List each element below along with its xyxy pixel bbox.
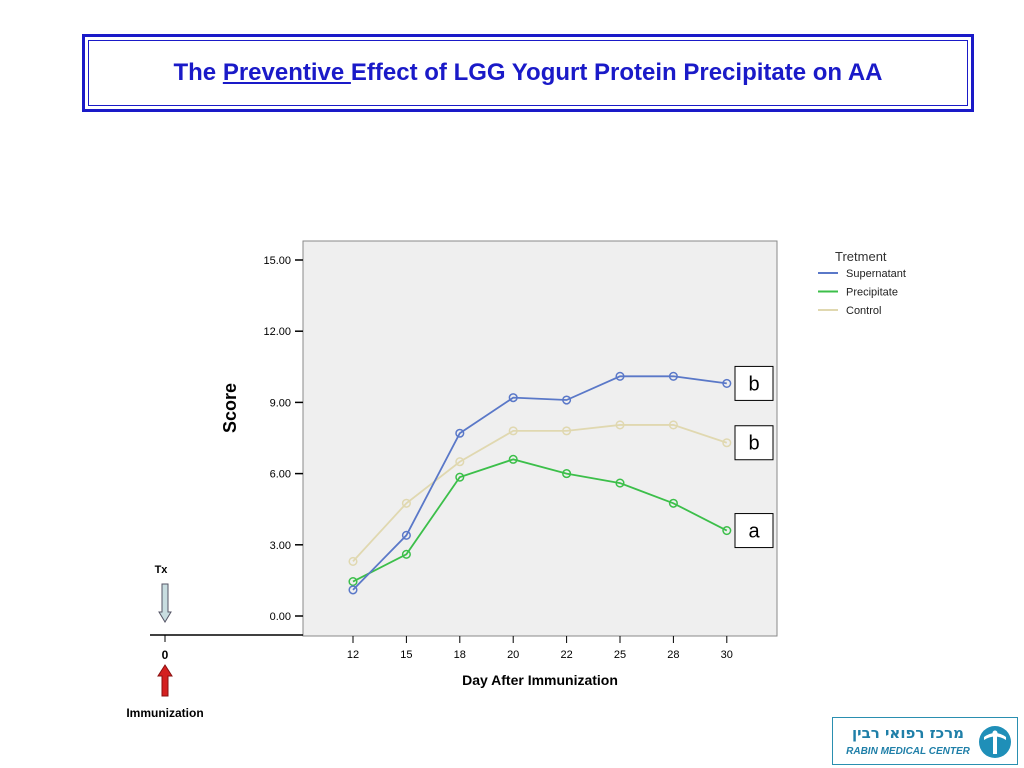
- data-point-precipitate: [455, 472, 465, 482]
- data-point-precipitate: [668, 498, 678, 508]
- x-tick-label: 22: [560, 649, 572, 661]
- immunization-label: Immunization: [126, 706, 203, 720]
- legend-layer: Supernatant Precipitate Control: [818, 268, 906, 317]
- data-point-supernatant: [401, 530, 411, 540]
- x-tick-label: 12: [347, 649, 359, 661]
- group-label: a: [748, 521, 760, 543]
- title-box-inner: The Preventive Effect of LGG Yogurt Prot…: [88, 40, 968, 106]
- logo-emblem-icon: [979, 726, 1011, 758]
- legend-label: Control: [846, 305, 881, 317]
- immunization-arrow-icon: [157, 664, 173, 697]
- data-point-precipitate: [562, 469, 572, 479]
- series-line-control: [352, 424, 728, 563]
- data-point-precipitate: [722, 526, 732, 536]
- series-line-supernatant: [352, 375, 727, 591]
- group-label-box: [734, 513, 774, 549]
- x-tick-label: 25: [614, 649, 626, 661]
- group-label-box: [734, 365, 774, 401]
- tx-label: Tx: [155, 564, 169, 576]
- chart-static-layer: Score Day After Immunization Tretment Tx…: [126, 240, 887, 720]
- y-tick-label: 9.00: [270, 397, 291, 409]
- series-line-precipitate: [352, 458, 728, 583]
- y-tick-label: 0.00: [270, 611, 291, 623]
- y-axis-label: Score: [220, 383, 240, 433]
- y-tick-label: 3.00: [270, 540, 291, 552]
- legend-label: Precipitate: [846, 287, 898, 299]
- data-point-control: [668, 420, 678, 430]
- group-label: b: [748, 373, 759, 395]
- rabin-logo: מרכז רפואי רבין RABIN MEDICAL CENTER: [832, 717, 1018, 765]
- x-tick-label: 30: [721, 649, 733, 661]
- title-box: The Preventive Effect of LGG Yogurt Prot…: [82, 34, 974, 112]
- series-layer: [348, 371, 732, 595]
- data-point-supernatant: [455, 428, 465, 438]
- group-label-box: [734, 425, 774, 461]
- title-after: Effect of LGG Yogurt Protein Precipitate…: [350, 59, 883, 86]
- x-tick-label: 15: [400, 649, 412, 661]
- title-before: The: [173, 59, 223, 86]
- data-point-control: [722, 438, 732, 448]
- data-point-precipitate: [615, 478, 625, 488]
- x-tick-label: 18: [454, 649, 466, 661]
- data-point-control: [455, 457, 465, 467]
- x-axis-label: Day After Immunization: [462, 672, 618, 688]
- y-tick-label: 6.00: [270, 469, 291, 481]
- legend-title: Tretment: [835, 249, 887, 264]
- data-point-control: [348, 556, 358, 566]
- title-underlined: Preventive: [222, 59, 351, 86]
- y-tick-label: 12.00: [263, 326, 291, 338]
- data-point-supernatant: [348, 585, 358, 595]
- data-point-supernatant: [562, 395, 572, 405]
- group-label-layer: b a b: [734, 365, 774, 549]
- slide-title: The Preventive Effect of LGG Yogurt Prot…: [173, 59, 882, 87]
- plot-area: [302, 240, 778, 637]
- data-point-supernatant: [615, 371, 625, 381]
- data-point-control: [508, 426, 518, 436]
- x-tick-label: 28: [667, 649, 679, 661]
- logo-hebrew-text: מרכז רפואי רבין: [852, 724, 964, 742]
- data-point-control: [562, 426, 572, 436]
- group-label: b: [748, 433, 759, 455]
- tx-arrow-icon: [158, 583, 172, 623]
- data-point-precipitate: [508, 454, 518, 464]
- x-tick-label: 20: [507, 649, 519, 661]
- data-point-supernatant: [722, 378, 732, 388]
- data-point-control: [615, 420, 625, 430]
- logo-english-text: RABIN MEDICAL CENTER: [846, 746, 970, 757]
- data-point-supernatant: [668, 371, 678, 381]
- legend-label: Supernatant: [846, 268, 906, 280]
- data-point-precipitate: [401, 549, 411, 559]
- data-point-supernatant: [508, 393, 518, 403]
- zero-label: 0: [162, 648, 169, 662]
- y-tick-label: 15.00: [263, 255, 291, 267]
- axis-layer: 0.00 3.00 6.00 9.00 12.00 15.00 12 15 18 20 22 25 28…: [263, 255, 732, 661]
- data-point-control: [401, 498, 411, 508]
- logo-emblem-svg: [984, 730, 1006, 754]
